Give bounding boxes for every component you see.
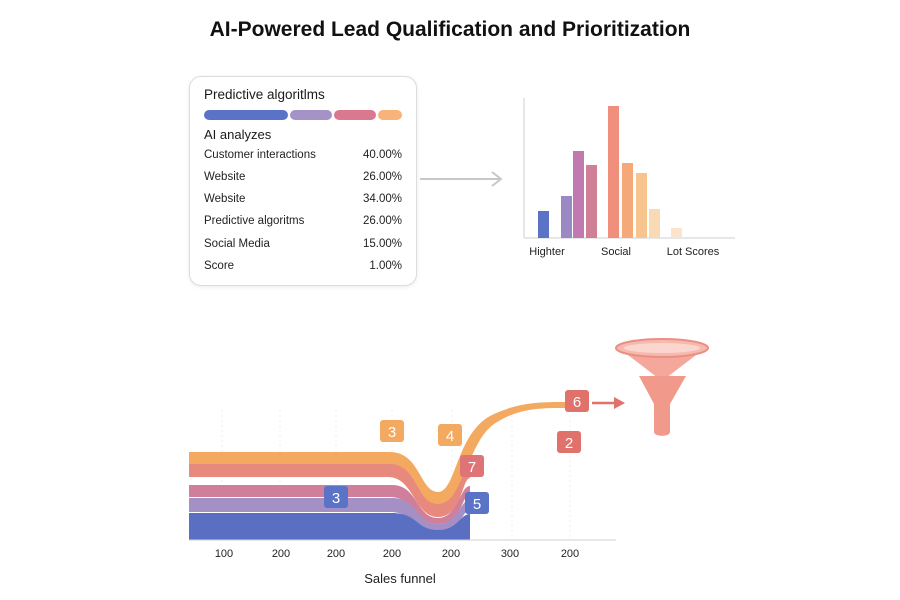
row-label: Customer interactions [204, 149, 316, 161]
flow-band-rose [189, 485, 470, 524]
row-value: 1.00% [369, 260, 402, 272]
bar-4 [586, 165, 597, 238]
stage-badge: 4 [438, 424, 462, 446]
funnel-x-tick: 200 [561, 548, 579, 560]
stage-badge: 6 [565, 390, 589, 412]
card-title: Predictive algoritlms [204, 87, 325, 102]
bar-3 [573, 151, 584, 238]
svg-text:3: 3 [388, 424, 396, 441]
funnel-x-tick: 200 [272, 548, 290, 560]
row-label: Score [204, 260, 235, 272]
bar-x-label: Social [601, 246, 631, 258]
row-label: Website [204, 193, 246, 205]
list-item: Website 34.00% [204, 193, 402, 209]
list-item: Score 1.00% [204, 260, 402, 276]
progress-segment-4 [378, 110, 402, 120]
funnel-icon [615, 338, 709, 436]
flow-band-blue [189, 513, 470, 540]
list-item: Social Media 15.00% [204, 238, 402, 254]
progress-segment-3 [334, 110, 376, 120]
bar-6 [622, 163, 633, 238]
bar-chart-bars [538, 106, 682, 238]
row-value: 40.00% [362, 149, 402, 161]
row-value: 26.00% [362, 215, 402, 227]
svg-text:5: 5 [473, 496, 481, 513]
flow-band-lavender [189, 498, 470, 531]
progress-segment-2 [290, 110, 332, 120]
list-item: Customer interactions 40.00% [204, 149, 402, 165]
row-value: 15.00% [362, 238, 402, 250]
stage-badge: 2 [557, 431, 581, 453]
funnel-x-tick: 200 [442, 548, 460, 560]
bar-x-label: Highter [529, 246, 565, 258]
svg-text:6: 6 [573, 394, 581, 411]
bar-1 [538, 211, 549, 238]
arrow-right-icon [592, 397, 625, 409]
bar-9 [671, 228, 682, 238]
bar-8 [649, 209, 660, 238]
funnel-x-axis-label: Sales funnel [364, 571, 436, 586]
funnel-x-tick: 100 [215, 548, 233, 560]
flow-band-coral [189, 464, 470, 517]
funnel-x-tick: 200 [327, 548, 345, 560]
stage-badge: 5 [465, 492, 489, 514]
svg-text:7: 7 [468, 459, 476, 476]
stage-badge: 3 [380, 420, 404, 442]
page-title: AI-Powered Lead Qualification and Priori… [209, 18, 691, 41]
row-label: Website [204, 171, 246, 183]
row-value: 34.00% [362, 193, 402, 205]
row-label: Predictive algoritms [204, 215, 305, 227]
stage-badge: 7 [460, 455, 484, 477]
svg-text:4: 4 [446, 428, 454, 445]
funnel-x-tick: 200 [383, 548, 401, 560]
row-value: 26.00% [362, 171, 402, 183]
flow-bands [189, 402, 566, 540]
card-subtitle: AI analyzes [204, 127, 272, 142]
svg-text:2: 2 [565, 435, 573, 452]
row-label: Social Media [204, 238, 270, 250]
bar-5 [608, 106, 619, 238]
arrow-right-icon [420, 171, 503, 187]
funnel-x-tick: 300 [501, 548, 519, 560]
bar-x-label: Lot Scores [667, 246, 720, 258]
svg-text:3: 3 [332, 490, 340, 507]
list-item: Predictive algoritms 26.00% [204, 215, 402, 231]
bar-2 [561, 196, 572, 238]
stage-badge: 3 [324, 486, 348, 508]
list-item: Website 26.00% [204, 171, 402, 187]
progress-segment-1 [204, 110, 288, 120]
bar-7 [636, 173, 647, 238]
flow-band-orange [189, 402, 566, 505]
ai-analysis-card: Predictive algoritlms AI analyzes Custom… [189, 76, 417, 286]
